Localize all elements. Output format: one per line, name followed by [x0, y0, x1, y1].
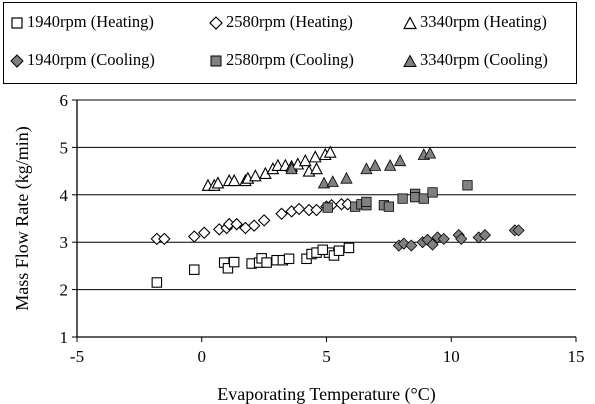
legend-label: 1940rpm (Heating) — [27, 12, 154, 31]
data-point-square-series-4 — [383, 201, 394, 212]
data-point-diamond-series-1 — [257, 214, 271, 227]
axis-ticks: 1 2 3 4 5 6 -5 0 5 10 15 — [60, 91, 585, 366]
data-point-triangle-series-5 — [317, 176, 331, 189]
legend: 1940rpm (Heating) 2580rpm (Heating) 3340… — [3, 2, 577, 84]
data-point-square-series-4 — [397, 193, 408, 204]
data-point-diamond-series-1 — [187, 230, 201, 243]
data-point-triangle-series-2 — [211, 176, 225, 189]
data-point-triangle-series-2 — [323, 145, 337, 158]
data-point-diamond-series-1 — [158, 232, 171, 246]
legend-label: 2580rpm (Cooling) — [226, 50, 354, 69]
square-filled-marker-icon — [210, 55, 222, 67]
legend-label: 1940rpm (Cooling) — [27, 50, 155, 69]
data-point-triangle-series-2 — [308, 150, 322, 163]
data-point-triangle-series-5 — [383, 159, 397, 171]
data-point-diamond-series-1 — [230, 217, 243, 231]
data-point-square-series-0 — [283, 253, 295, 265]
data-point-diamond-series-1 — [275, 207, 288, 221]
legend-label: 3340rpm (Heating) — [420, 12, 547, 31]
data-point-triangle-series-5 — [393, 154, 407, 167]
data-points — [150, 145, 525, 288]
y-tick-label: 3 — [60, 233, 69, 252]
data-point-square-series-0 — [333, 245, 345, 256]
data-point-square-series-4 — [462, 180, 473, 191]
data-point-triangle-series-2 — [310, 162, 323, 175]
y-tick-label: 2 — [60, 281, 69, 300]
data-point-triangle-series-5 — [368, 159, 382, 171]
data-point-triangle-series-5 — [423, 146, 437, 159]
data-point-diamond-series-3 — [426, 238, 439, 251]
legend-label: 2580rpm (Heating) — [226, 12, 353, 31]
data-point-diamond-series-1 — [292, 202, 306, 216]
data-point-diamond-series-1 — [197, 226, 211, 239]
data-point-diamond-series-3 — [405, 239, 418, 252]
triangle-filled-marker-icon — [403, 54, 417, 67]
data-point-diamond-series-3 — [478, 229, 491, 242]
y-axis-label: Mass Flow Rate (kg/min) — [12, 126, 33, 311]
data-point-diamond-series-1 — [247, 219, 261, 232]
data-point-triangle-series-2 — [248, 169, 262, 182]
data-point-diamond-series-1 — [310, 203, 323, 217]
data-point-triangle-series-5 — [340, 171, 353, 184]
data-point-square-series-0 — [261, 257, 272, 268]
data-point-triangle-series-2 — [298, 153, 312, 167]
data-point-triangle-series-2 — [227, 173, 241, 187]
data-point-square-series-0 — [343, 242, 355, 254]
data-point-square-series-4 — [427, 187, 438, 198]
data-point-square-series-0 — [151, 277, 163, 288]
data-point-square-series-4 — [409, 192, 421, 203]
data-point-diamond-series-3 — [455, 232, 468, 245]
data-point-square-series-4 — [361, 196, 372, 208]
y-tick-label: 5 — [60, 138, 69, 157]
data-point-triangle-series-5 — [326, 175, 339, 187]
y-tick-label: 6 — [60, 91, 69, 110]
data-point-triangle-series-5 — [360, 162, 373, 175]
x-tick-label: 15 — [568, 347, 585, 366]
data-point-square-series-0 — [228, 256, 240, 268]
data-point-square-series-4 — [322, 202, 333, 213]
data-point-diamond-series-3 — [512, 224, 525, 237]
diamond-open-marker-icon — [209, 16, 223, 30]
data-point-square-series-4 — [418, 193, 429, 204]
data-point-square-series-0 — [222, 263, 234, 274]
data-point-triangle-series-5 — [285, 162, 298, 175]
data-point-square-series-0 — [189, 264, 200, 275]
y-tick-label: 1 — [60, 328, 69, 347]
x-axis-label: Evaporating Temperature (°C) — [217, 384, 436, 404]
gridlines — [77, 99, 576, 291]
x-tick-label: -5 — [70, 347, 84, 366]
square-open-marker-icon — [11, 17, 23, 29]
y-tick-label: 4 — [60, 186, 69, 205]
triangle-open-marker-icon — [403, 16, 417, 30]
x-tick-label: 5 — [322, 347, 331, 366]
data-point-diamond-series-3 — [437, 232, 450, 245]
diamond-filled-marker-icon — [10, 54, 24, 68]
x-tick-label: 0 — [198, 347, 207, 366]
legend-label: 3340rpm (Cooling) — [420, 50, 548, 69]
data-point-square-series-0 — [317, 244, 329, 256]
x-tick-label: 10 — [443, 347, 460, 366]
